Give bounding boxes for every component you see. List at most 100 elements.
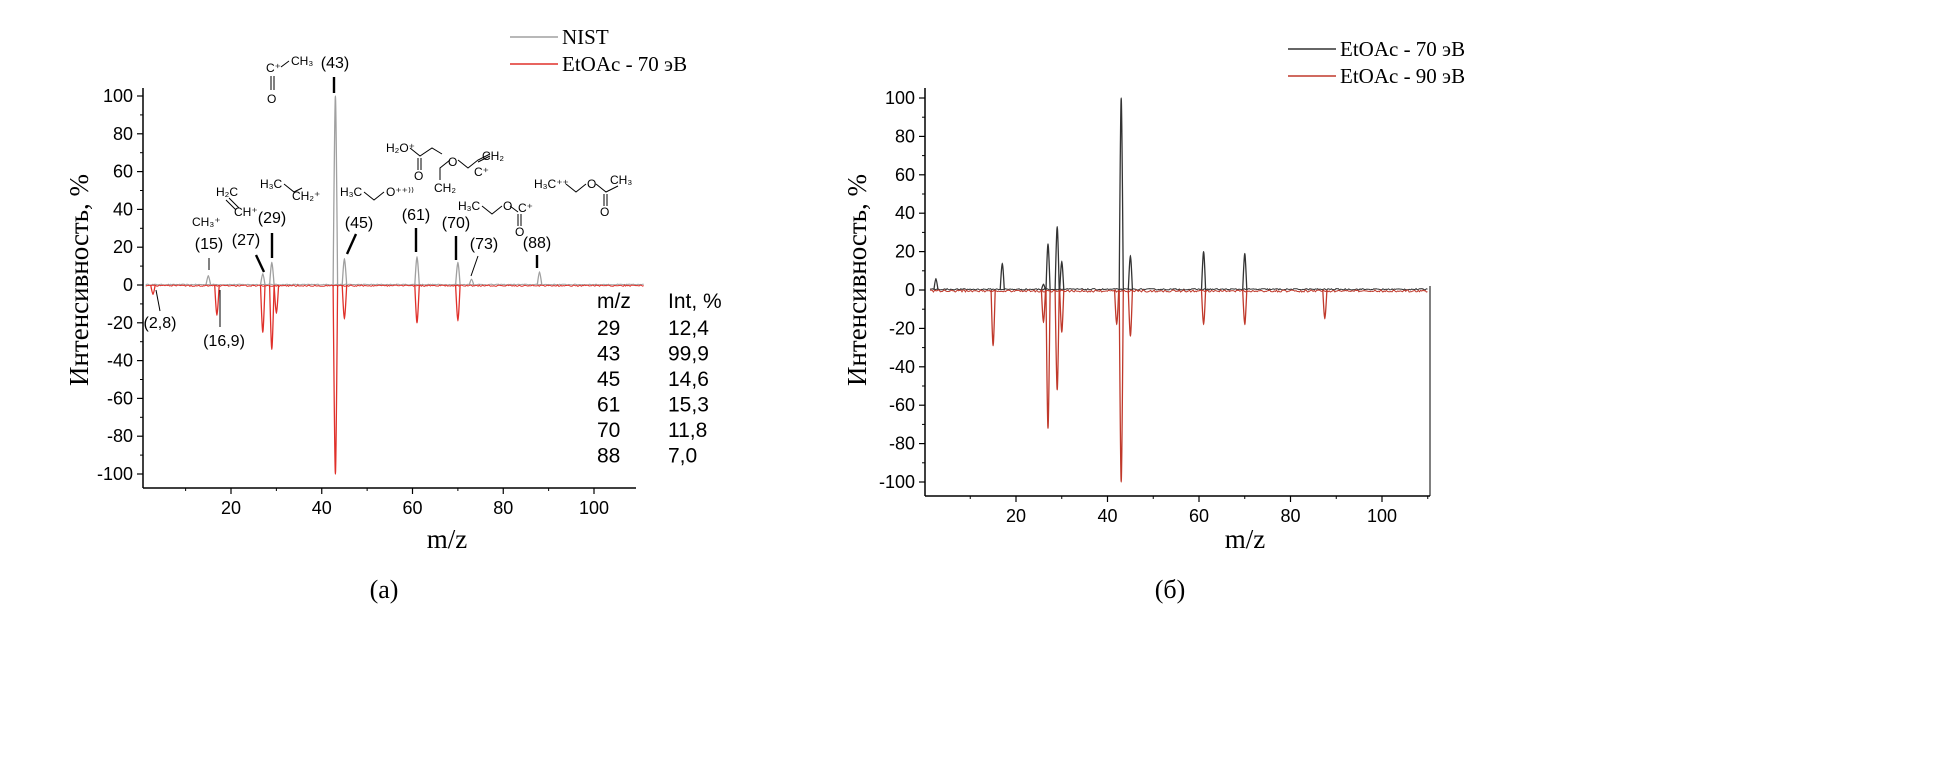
peak-label-leader	[470, 255, 479, 277]
fragment-acyl-c: C⁺	[266, 61, 281, 75]
y-tick-label: -100	[879, 472, 915, 492]
fragment-carbonyl-c: C⁺	[518, 201, 533, 215]
table-cell: 70	[597, 419, 620, 442]
series-1	[145, 284, 644, 475]
peak-label: (27)	[232, 232, 260, 249]
x-tick-label: 80	[1280, 506, 1300, 526]
fragment-vinylether-ch2b: CH₂	[434, 181, 456, 195]
spectrum-peak	[999, 262, 1005, 291]
x-axis-title: m/z	[1225, 524, 1266, 554]
peak-label: (16,9)	[203, 333, 245, 350]
y-tick-label: 100	[103, 86, 133, 106]
panel-label: (б)	[1155, 575, 1186, 604]
panel-a: 100 80 60 40 20 0 -20 -40 -60 -80 -100 20 40 60 80 100 N…	[64, 25, 722, 604]
y-tick-label: 40	[895, 203, 915, 223]
spectrum-peak	[205, 274, 212, 286]
y-tick-label: -20	[889, 318, 915, 338]
peak-label: (88)	[523, 235, 551, 252]
spectrum-peak	[933, 277, 939, 291]
fragment-ch3-label: CH₃⁺	[192, 215, 221, 229]
fragment-vinylether-ch2: CH₂	[482, 149, 504, 163]
x-tick-label: 100	[579, 498, 609, 518]
spectrum-peak	[1113, 289, 1120, 326]
fragment-ethoxy-bond	[363, 191, 385, 201]
y-tick-label: -80	[889, 434, 915, 454]
fragment-acyl-o: O	[267, 92, 276, 106]
table-cell: 11,8	[668, 419, 707, 442]
fragment-ester-bond	[565, 183, 619, 206]
y-tick-label: 20	[895, 242, 915, 262]
spectrum-peak	[341, 257, 348, 286]
fragment-acid-o: O	[414, 169, 423, 183]
spectrum-peak	[1200, 250, 1207, 291]
y-axis-title: Интенсивность, %	[64, 174, 94, 386]
x-tick-label: 60	[402, 498, 422, 518]
spectrum-peak	[1054, 225, 1060, 291]
panel-label: (a)	[370, 575, 399, 604]
spectrum-peak	[332, 284, 339, 475]
legend-label: EtOAc - 90 эВ	[1340, 64, 1465, 88]
x-tick-label: 60	[1189, 506, 1209, 526]
y-tick-label: -60	[107, 388, 133, 408]
fragment-vinyl-label: H₂C	[216, 185, 238, 199]
fragment-ethyl-label2: CH₂⁺	[292, 189, 320, 203]
fragment-ethyl-label: H₃C	[260, 177, 283, 191]
peak-label: (45)	[345, 215, 373, 232]
series-baseline	[929, 287, 1428, 291]
table-header: m/z	[597, 290, 631, 313]
table-cell: 7,0	[668, 445, 697, 468]
table-cell: 12,4	[668, 317, 709, 340]
peak-label: (15)	[195, 236, 223, 253]
legend-label: EtOAc - 70 эВ	[1340, 37, 1465, 61]
peak-label: (43)	[321, 55, 349, 72]
fragment-vinylether-o: O	[448, 155, 457, 169]
x-axis-title: m/z	[427, 524, 468, 554]
series-0	[929, 97, 1428, 291]
peak-label: (29)	[258, 210, 286, 227]
peak-label-leader	[254, 254, 266, 273]
table-cell: 88	[597, 445, 620, 468]
peak-label: (2,8)	[144, 315, 177, 332]
fragment-carbonyl-label: H₃C	[458, 199, 481, 213]
y-tick-label: -80	[107, 426, 133, 446]
peak-label: (70)	[442, 215, 470, 232]
fragment-acyl-ch3: CH₃	[291, 54, 313, 68]
spectrum-peak	[454, 261, 461, 286]
spectrum-peak	[332, 95, 339, 286]
peak-label: (61)	[402, 207, 430, 224]
series-1	[929, 289, 1428, 483]
x-tick-label: 100	[1367, 506, 1397, 526]
spectrum-peak	[1118, 289, 1124, 483]
y-tick-label: -40	[107, 351, 133, 371]
x-tick-label: 20	[1006, 506, 1026, 526]
spectrum-peak	[150, 284, 156, 296]
spectrum-peak	[268, 261, 275, 286]
spectrum-peak	[1200, 289, 1207, 326]
spectrum-peak	[1040, 283, 1047, 291]
spectrum-peak	[1127, 254, 1134, 291]
panel-b: 100 80 60 40 20 0 -20 -40 -60 -80 -100 20 40 60 80 100 E…	[842, 37, 1465, 604]
series-baseline	[929, 289, 1428, 293]
fragment-vinylether-bond	[439, 153, 491, 180]
spectrum-peak	[1127, 289, 1134, 337]
y-tick-label: -40	[889, 357, 915, 377]
spectrum-peak	[1045, 243, 1051, 291]
peak-label: (73)	[470, 236, 498, 253]
table-cell: 99,9	[668, 343, 709, 366]
y-tick-label: 80	[895, 126, 915, 146]
peak-label-leader	[345, 233, 358, 255]
spectrum-peak	[273, 284, 280, 315]
series-baseline	[145, 283, 644, 286]
table-header: Int, %	[668, 290, 722, 313]
y-axis-title: Интенсивность, %	[842, 174, 872, 386]
y-tick-label: 40	[113, 199, 133, 219]
spectrum-peak	[214, 284, 220, 316]
spectrum-peak	[268, 284, 275, 350]
fragment-vinyl-bond	[225, 197, 240, 211]
intensity-table: m/z Int, % 29 12,4 43 99,9 45 14,6 61 15,3 70 11,8 8…	[597, 290, 722, 468]
table-cell: 45	[597, 368, 620, 391]
spectrum-peak	[1242, 289, 1248, 326]
fragment-ester-ch3: CH₃	[610, 173, 632, 187]
series-baseline	[145, 284, 644, 288]
